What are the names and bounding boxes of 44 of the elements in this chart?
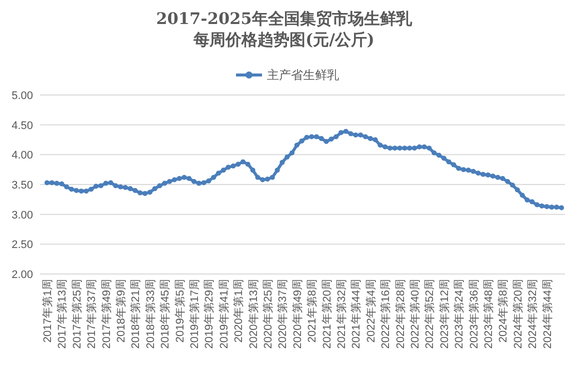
x-tick-label: 2019年第17周 xyxy=(189,279,201,349)
x-tick-label: 2017年第1周 xyxy=(42,279,54,343)
x-tick-label: 2022年第52周 xyxy=(424,279,436,349)
x-tick-label: 2024年第32周 xyxy=(527,279,540,349)
x-tick-label: 2021年第32周 xyxy=(336,279,348,349)
x-tick-label: 2020年第1周 xyxy=(233,279,246,343)
x-tick-label: 2021年第44周 xyxy=(350,279,363,349)
x-tick-label: 2020年第25周 xyxy=(262,279,274,349)
x-tick-label: 2018年第33周 xyxy=(144,279,157,349)
y-tick-label: 3.00 xyxy=(12,209,33,222)
x-tick-label: 2017年第49周 xyxy=(100,279,113,349)
x-tick-label: 2024年第44周 xyxy=(542,279,554,349)
y-tick-label: 3.50 xyxy=(12,180,33,192)
x-tick-label: 2020年第13周 xyxy=(248,279,260,349)
legend-label: 主产省生鲜乳 xyxy=(267,68,339,82)
x-tick-label: 2023年第24周 xyxy=(454,279,466,349)
chart-title: 2017-2025年全国集贸市场生鲜乳每周价格趋势图(元/公斤) xyxy=(155,8,414,50)
y-tick-label: 2.00 xyxy=(12,269,33,281)
x-tick-label: 2021年第8周 xyxy=(306,279,319,343)
x-tick-label: 2024年第8周 xyxy=(498,279,510,343)
y-tick-label: 2.50 xyxy=(12,239,33,252)
y-tick-label: 4.50 xyxy=(12,120,33,132)
x-tick-label: 2024年第20周 xyxy=(512,279,524,349)
y-tick-label: 4.00 xyxy=(12,150,33,162)
x-tick-label: 2018年第21周 xyxy=(130,279,142,349)
x-tick-label: 2022年第16周 xyxy=(380,279,392,349)
x-tick-label: 2020年第49周 xyxy=(292,279,304,349)
x-tick-label: 2018年第9周 xyxy=(116,279,128,343)
x-tick-label: 2018年第45周 xyxy=(160,279,172,349)
x-tick-label: 2022年第28周 xyxy=(394,279,407,349)
x-tick-label: 2017年第25周 xyxy=(71,279,84,349)
x-tick-label: 2022年第40周 xyxy=(410,279,422,349)
x-tick-label: 2022年第4周 xyxy=(365,279,378,343)
y-tick-label: 5.00 xyxy=(12,90,33,102)
x-tick-label: 2019年第29周 xyxy=(204,279,216,349)
x-tick-label: 2019年第5周 xyxy=(174,279,186,343)
x-tick-label: 2021年第20周 xyxy=(321,279,334,349)
x-tick-label: 2019年第41周 xyxy=(218,279,230,349)
x-tick-label: 2017年第37周 xyxy=(86,279,98,349)
x-tick-label: 2023年第12周 xyxy=(438,279,451,349)
x-tick-label: 2020年第37周 xyxy=(277,279,290,349)
x-tick-label: 2017年第13周 xyxy=(56,279,69,349)
x-tick-label: 2023年第36周 xyxy=(468,279,480,349)
x-tick-label: 2023年第48周 xyxy=(483,279,495,349)
